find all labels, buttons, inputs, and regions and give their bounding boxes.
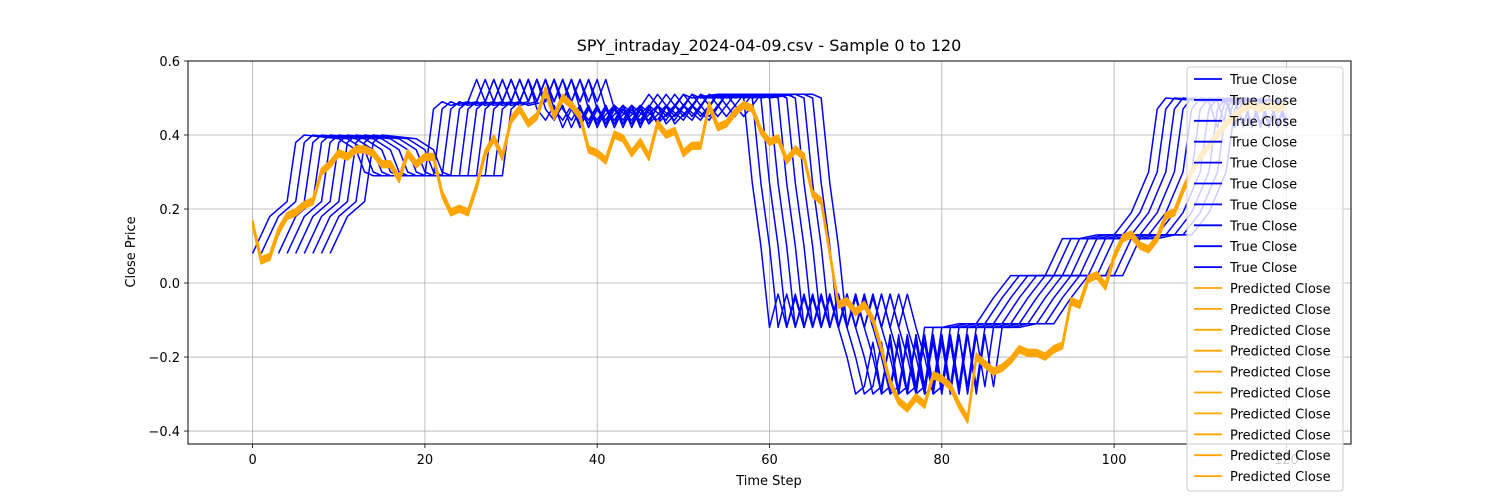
- legend-label: Predicted Close: [1230, 387, 1331, 402]
- true-close-series-10: [329, 78, 1287, 395]
- x-tick-label: 100: [1102, 453, 1127, 468]
- x-tick-label: 80: [934, 453, 951, 468]
- predicted-close-series-10: [251, 86, 1287, 418]
- chart-title: SPY_intraday_2024-04-09.csv - Sample 0 t…: [577, 36, 962, 56]
- y-axis: −0.4 −0.2 0.0 0.2 0.4 0.6: [148, 55, 188, 440]
- legend-label: True Close: [1229, 136, 1297, 151]
- x-tick-label: 40: [589, 453, 606, 468]
- y-tick-label: 0.0: [159, 277, 180, 292]
- legend: True Close True Close True Close True Close…: [1186, 66, 1344, 492]
- x-tick-label: 0: [248, 453, 256, 468]
- predicted-close-series-9: [251, 90, 1287, 422]
- true-close-series-3: [269, 78, 1288, 395]
- legend-label: Predicted Close: [1230, 366, 1331, 381]
- true-close-series-7: [303, 78, 1288, 395]
- legend-label: True Close: [1229, 240, 1297, 255]
- legend-label: Predicted Close: [1230, 282, 1331, 297]
- y-tick-label: −0.4: [148, 425, 180, 440]
- true-close-series-8: [312, 78, 1288, 395]
- plot-area: [251, 78, 1288, 424]
- x-tick-label: 60: [761, 453, 778, 468]
- legend-label: True Close: [1229, 178, 1297, 193]
- y-tick-label: 0.2: [159, 203, 180, 218]
- legend-label: True Close: [1229, 157, 1297, 172]
- legend-label: Predicted Close: [1230, 303, 1331, 318]
- legend-label: True Close: [1229, 261, 1297, 276]
- true-close-series-6: [295, 78, 1288, 395]
- legend-label: True Close: [1229, 73, 1297, 88]
- legend-label: True Close: [1229, 198, 1297, 213]
- legend-label: True Close: [1229, 115, 1297, 130]
- y-tick-label: 0.4: [159, 129, 180, 144]
- y-tick-label: 0.6: [159, 55, 180, 70]
- legend-label: Predicted Close: [1230, 470, 1331, 485]
- legend-box: [1186, 66, 1344, 492]
- legend-label: Predicted Close: [1230, 324, 1331, 339]
- legend-label: Predicted Close: [1230, 407, 1331, 422]
- legend-label: True Close: [1229, 94, 1297, 109]
- legend-label: True Close: [1229, 219, 1297, 234]
- y-tick-label: −0.2: [148, 351, 180, 366]
- x-tick-label: 20: [417, 453, 434, 468]
- legend-label: Predicted Close: [1230, 449, 1331, 464]
- x-axis: 020406080100120: [248, 444, 1299, 468]
- y-axis-label: Close Price: [124, 216, 139, 287]
- true-close-series-1: [251, 78, 1288, 395]
- legend-label: Predicted Close: [1230, 345, 1331, 360]
- x-axis-label: Time Step: [735, 474, 802, 489]
- legend-label: Predicted Close: [1230, 428, 1331, 443]
